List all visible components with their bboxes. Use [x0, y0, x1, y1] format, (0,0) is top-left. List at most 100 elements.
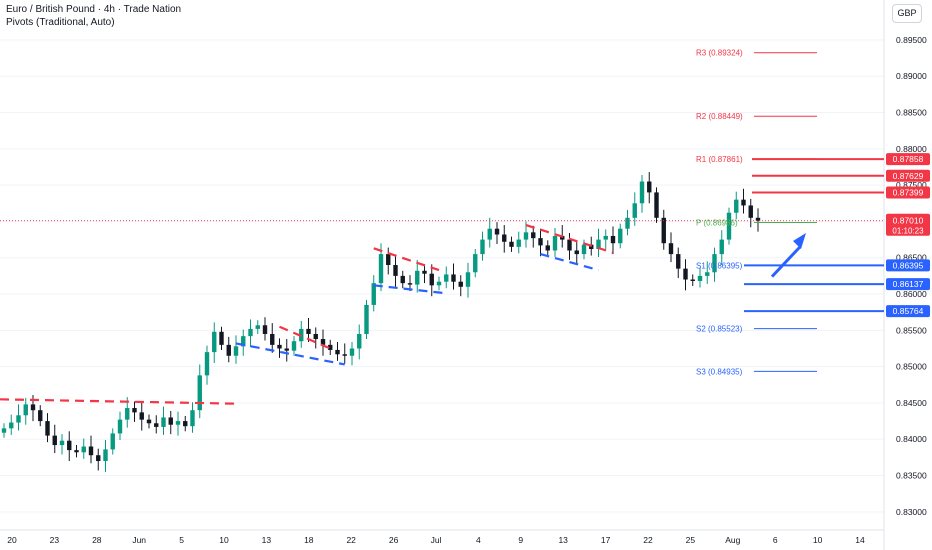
- candle-body: [618, 228, 623, 244]
- price-axis-tick: 0.84000: [896, 434, 927, 444]
- candle-body: [639, 181, 645, 204]
- candle-body: [38, 410, 43, 422]
- candle-body: [306, 328, 311, 334]
- candle-body: [103, 449, 108, 462]
- candle-body: [458, 281, 463, 287]
- candle-body: [262, 325, 268, 334]
- candle-body: [212, 331, 217, 353]
- pivot-label: S1 (0.86395): [696, 261, 743, 270]
- pivot-label: P (0.86986): [696, 218, 738, 227]
- candle-body: [59, 440, 65, 446]
- candle-body: [444, 274, 449, 282]
- price-axis-tick: 0.88500: [896, 108, 927, 118]
- time-axis-tick: 28: [92, 535, 102, 545]
- time-axis-tick: 14: [855, 535, 865, 545]
- candle-body: [712, 254, 717, 273]
- candle-body: [748, 205, 753, 218]
- pivot-label: S2 (0.85523): [696, 325, 743, 334]
- candle-body: [661, 217, 666, 244]
- candle-body: [734, 199, 739, 213]
- candle-body: [23, 404, 28, 416]
- channel-upper-dashed: [279, 325, 331, 350]
- time-axis-tick: 13: [558, 535, 568, 545]
- candle-body: [328, 344, 333, 350]
- candle-body: [509, 241, 514, 247]
- candle-body: [567, 239, 572, 251]
- candle-body: [9, 422, 14, 429]
- candle-body: [270, 333, 275, 345]
- time-axis-tick: Jul: [431, 535, 442, 545]
- candle-body: [574, 250, 579, 255]
- price-axis-tick: 0.86000: [896, 289, 927, 299]
- candle-body: [175, 421, 181, 425]
- time-axis-tick: 17: [601, 535, 611, 545]
- candle-body: [719, 239, 724, 255]
- candle-body: [30, 404, 36, 411]
- time-axis-tick: 22: [346, 535, 356, 545]
- level-price-text: 0.87629: [893, 171, 924, 181]
- time-axis-tick: 20: [7, 535, 17, 545]
- candle-body: [502, 234, 507, 242]
- time-axis-tick: 10: [813, 535, 823, 545]
- candle-body: [88, 446, 94, 456]
- candle-body: [241, 336, 246, 347]
- level-price-tag: [886, 186, 930, 199]
- candle-body: [473, 254, 478, 273]
- candle-body: [386, 254, 391, 265]
- pivot-label: R1 (0.87861): [696, 155, 743, 164]
- candle-body: [531, 232, 536, 239]
- price-axis-tick: 0.83000: [896, 507, 927, 517]
- candle-body: [436, 281, 442, 286]
- candle-body: [183, 421, 188, 427]
- time-axis-tick: 23: [50, 535, 60, 545]
- currency-selector[interactable]: GBP: [892, 4, 922, 23]
- candle-body: [96, 455, 101, 462]
- candle-body: [255, 325, 260, 329]
- pivot-label: R2 (0.88449): [696, 112, 743, 121]
- candle-body: [81, 446, 86, 453]
- candle-body: [545, 245, 550, 251]
- candle-body: [378, 254, 384, 284]
- candle-body: [52, 435, 57, 446]
- time-axis-tick: 9: [518, 535, 523, 545]
- pivot-label: S3 (0.84935): [696, 367, 743, 376]
- channel-upper-dashed: [373, 247, 440, 272]
- candle-body: [741, 199, 746, 206]
- candle-body: [647, 181, 652, 193]
- candle-body: [45, 421, 50, 436]
- candle-body: [371, 283, 376, 305]
- current-price-tag: [886, 213, 930, 236]
- candle-body: [726, 212, 732, 240]
- candle-body: [125, 408, 130, 420]
- time-axis-tick: 4: [476, 535, 481, 545]
- candle-body: [357, 333, 362, 349]
- upward-arrow-head: [793, 233, 806, 249]
- candle-body: [139, 412, 144, 420]
- candle-body: [516, 239, 521, 247]
- level-price-text: 0.87399: [893, 187, 924, 197]
- candle-body: [335, 349, 340, 355]
- level-price-text: 0.86395: [893, 260, 924, 270]
- candle-body: [603, 235, 608, 240]
- candle-body: [697, 275, 703, 281]
- candle-body: [480, 239, 485, 255]
- candle-body: [117, 419, 123, 434]
- indicator-label[interactable]: Pivots (Traditional, Auto): [6, 17, 115, 28]
- candle-body: [581, 244, 587, 255]
- candle-body: [422, 270, 427, 274]
- upward-arrow-shaft: [770, 245, 802, 278]
- candle-body: [342, 354, 347, 356]
- candle-body: [755, 217, 761, 221]
- time-axis-tick: 13: [262, 535, 272, 545]
- price-axis-tick: 0.85000: [896, 362, 927, 372]
- time-axis-tick: Aug: [725, 535, 740, 545]
- level-price-tag: [886, 259, 930, 272]
- candle-body: [683, 268, 688, 280]
- candle-body: [451, 274, 456, 282]
- current-price-value: 0.87010: [893, 216, 924, 226]
- candle-body: [1, 428, 7, 433]
- candle-body: [74, 450, 79, 453]
- candle-body: [610, 235, 616, 244]
- level-price-text: 0.86137: [893, 279, 924, 289]
